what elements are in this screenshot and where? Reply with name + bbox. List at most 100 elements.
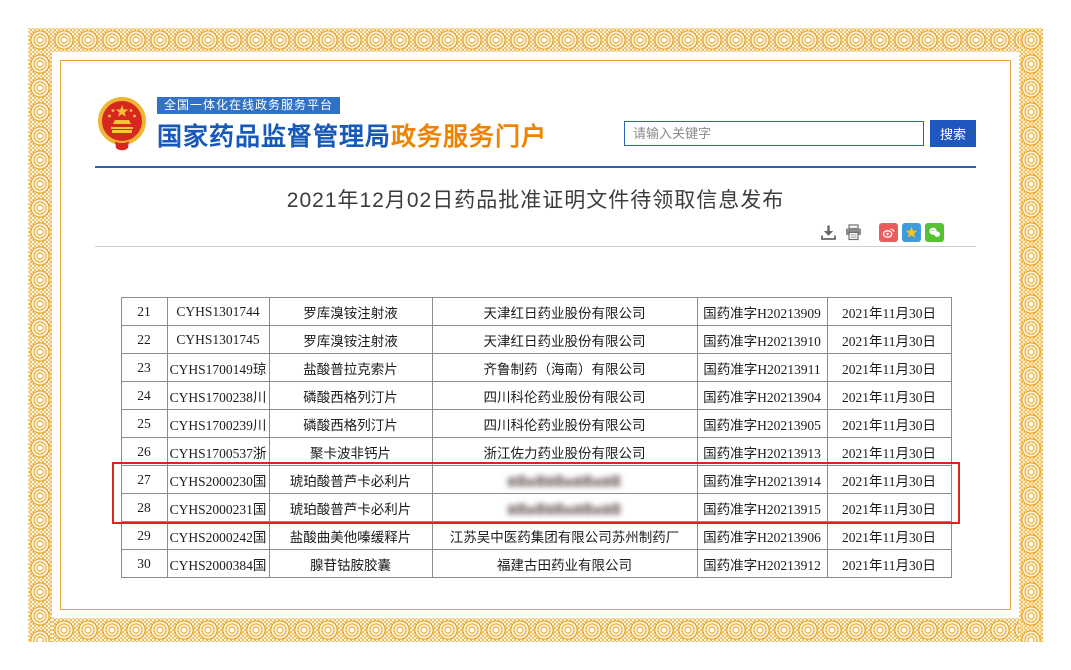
approval-number-cell: CYHS1700238川 (166, 381, 270, 410)
date-cell: 2021年11月30日 (826, 353, 952, 382)
certificate-cell: 国药准字H20213904 (696, 381, 828, 410)
row-number-cell: 26 (120, 437, 168, 466)
drug-name-cell: 罗库溴铵注射液 (268, 297, 433, 326)
weibo-share-icon[interactable] (879, 223, 898, 242)
agency-name: 国家药品监督管理局 (157, 123, 392, 151)
header-divider (95, 166, 976, 168)
download-icon[interactable] (819, 223, 838, 242)
brand-text: 全国一体化在线政务服务平台 国家药品监督管理局政务服务门户 (157, 96, 547, 153)
site-header: 全国一体化在线政务服务平台 国家药品监督管理局政务服务门户 搜索 (95, 96, 976, 154)
approval-number-cell: CYHS1700239川 (166, 409, 270, 438)
redacted-company-text: ▆▇▅▇▆▇▅▆▇▅▆▇ (507, 474, 622, 487)
table-row-highlighted: 28 CYHS2000231国 琥珀酸普芦卡必利片 ▆▇▅▇▆▇▅▆▇▅▆▇ 国药准字H… (120, 493, 952, 522)
approval-number-cell: CYHS2000384国 (166, 549, 270, 578)
page-title: 2021年12月02日药品批准证明文件待领取信息发布 (286, 189, 785, 212)
table-row: 22 CYHS1301745 罗库溴铵注射液 天津红日药业股份有限公司 国药准字H202… (120, 325, 952, 354)
row-number-cell: 24 (120, 381, 168, 410)
decorative-border-right (1019, 28, 1043, 642)
decorative-border-left (28, 28, 52, 642)
certificate-cell: 国药准字H20213911 (696, 353, 828, 382)
row-number-cell: 28 (120, 493, 168, 522)
row-number-cell: 23 (120, 353, 168, 382)
date-cell: 2021年11月30日 (826, 465, 952, 494)
company-cell: 天津红日药业股份有限公司 (431, 325, 698, 354)
company-cell: 浙江佐力药业股份有限公司 (431, 437, 698, 466)
company-cell: 福建古田药业有限公司 (431, 549, 698, 578)
date-cell: 2021年11月30日 (826, 549, 952, 578)
approval-number-cell: CYHS1301745 (166, 325, 270, 354)
table-row: 25 CYHS1700239川 磷酸西格列汀片 四川科伦药业股份有限公司 国药准字H20… (120, 409, 952, 438)
table-row: 26 CYHS1700537浙 聚卡波非钙片 浙江佐力药业股份有限公司 国药准字H202… (120, 437, 952, 466)
drug-name-cell: 盐酸普拉克索片 (268, 353, 433, 382)
certificate-cell: 国药准字H20213915 (696, 493, 828, 522)
approval-number-cell: CYHS1700149琼 (166, 353, 270, 382)
certificate-cell: 国药准字H20213914 (696, 465, 828, 494)
row-number-cell: 25 (120, 409, 168, 438)
certificate-cell: 国药准字H20213912 (696, 549, 828, 578)
certificate-cell: 国药准字H20213913 (696, 437, 828, 466)
row-number-cell: 21 (120, 297, 168, 326)
company-cell: 齐鲁制药（海南）有限公司 (431, 353, 698, 382)
decorative-border-top (28, 28, 1043, 52)
approval-number-cell: CYHS1700537浙 (166, 437, 270, 466)
table-row: 21 CYHS1301744 罗库溴铵注射液 天津红日药业股份有限公司 国药准字H202… (120, 297, 952, 326)
date-cell: 2021年11月30日 (826, 409, 952, 438)
certificate-cell: 国药准字H20213910 (696, 325, 828, 354)
search-bar: 搜索 (624, 120, 976, 147)
table-row: 29 CYHS2000242国 盐酸曲美他嗪缓释片 江苏吴中医药集团有限公司苏州制药厂… (120, 521, 952, 550)
company-cell: 四川科伦药业股份有限公司 (431, 381, 698, 410)
decorative-border-bottom (28, 618, 1043, 642)
approval-number-cell: CYHS2000242国 (166, 521, 270, 550)
certificate-cell: 国药准字H20213909 (696, 297, 828, 326)
drug-name-cell: 罗库溴铵注射液 (268, 325, 433, 354)
national-emblem-logo (98, 97, 146, 151)
qzone-share-icon[interactable] (902, 223, 921, 242)
company-cell: ▆▇▅▇▆▇▅▆▇▅▆▇ (431, 465, 698, 494)
site-title: 国家药品监督管理局政务服务门户 (157, 117, 547, 153)
drug-name-cell: 聚卡波非钙片 (268, 437, 433, 466)
table-row-highlighted: 27 CYHS2000230国 琥珀酸普芦卡必利片 ▆▇▅▇▆▇▅▆▇▅▆▇ 国药准字H… (120, 465, 952, 494)
row-number-cell: 27 (120, 465, 168, 494)
table-row: 30 CYHS2000384国 腺苷钴胺胶囊 福建古田药业有限公司 国药准字H20213… (120, 549, 952, 578)
drug-name-cell: 琥珀酸普芦卡必利片 (268, 493, 433, 522)
drug-name-cell: 磷酸西格列汀片 (268, 409, 433, 438)
approval-table-body: 21 CYHS1301744 罗库溴铵注射液 天津红日药业股份有限公司 国药准字H202… (120, 297, 952, 578)
date-cell: 2021年11月30日 (826, 381, 952, 410)
print-icon[interactable] (844, 223, 863, 242)
company-cell: 江苏吴中医药集团有限公司苏州制药厂 (431, 521, 698, 550)
date-cell: 2021年11月30日 (826, 437, 952, 466)
search-input[interactable] (624, 121, 924, 146)
table-row: 23 CYHS1700149琼 盐酸普拉克索片 齐鲁制药（海南）有限公司 国药准字H20… (120, 353, 952, 382)
drug-name-cell: 磷酸西格列汀片 (268, 381, 433, 410)
search-button[interactable]: 搜索 (930, 120, 976, 147)
article-toolbar (95, 223, 976, 242)
toolbar-divider (95, 246, 976, 247)
drug-name-cell: 盐酸曲美他嗪缓释片 (268, 521, 433, 550)
drug-name-cell: 琥珀酸普芦卡必利片 (268, 465, 433, 494)
table-row: 24 CYHS1700238川 磷酸西格列汀片 四川科伦药业股份有限公司 国药准字H20… (120, 381, 952, 410)
row-number-cell: 29 (120, 521, 168, 550)
row-number-cell: 22 (120, 325, 168, 354)
approval-number-cell: CYHS1301744 (166, 297, 270, 326)
date-cell: 2021年11月30日 (826, 297, 952, 326)
company-cell: ▆▇▅▇▆▇▅▆▇▅▆▇ (431, 493, 698, 522)
date-cell: 2021年11月30日 (826, 493, 952, 522)
table-wrap: 21 CYHS1301744 罗库溴铵注射液 天津红日药业股份有限公司 国药准字H202… (111, 297, 960, 578)
certificate-cell: 国药准字H20213905 (696, 409, 828, 438)
certificate-cell: 国药准字H20213906 (696, 521, 828, 550)
redacted-company-text: ▆▇▅▇▆▇▅▆▇▅▆▇ (507, 502, 622, 515)
share-icons (879, 223, 944, 242)
approval-number-cell: CYHS2000230国 (166, 465, 270, 494)
wechat-share-icon[interactable] (925, 223, 944, 242)
portal-name: 政务服务门户 (391, 123, 548, 151)
date-cell: 2021年11月30日 (826, 325, 952, 354)
row-number-cell: 30 (120, 549, 168, 578)
platform-badge: 全国一体化在线政务服务平台 (157, 97, 341, 114)
date-cell: 2021年11月30日 (826, 521, 952, 550)
company-cell: 四川科伦药业股份有限公司 (431, 409, 698, 438)
drug-name-cell: 腺苷钴胺胶囊 (268, 549, 433, 578)
company-cell: 天津红日药业股份有限公司 (431, 297, 698, 326)
approval-number-cell: CYHS2000231国 (166, 493, 270, 522)
brand: 全国一体化在线政务服务平台 国家药品监督管理局政务服务门户 (95, 96, 547, 154)
